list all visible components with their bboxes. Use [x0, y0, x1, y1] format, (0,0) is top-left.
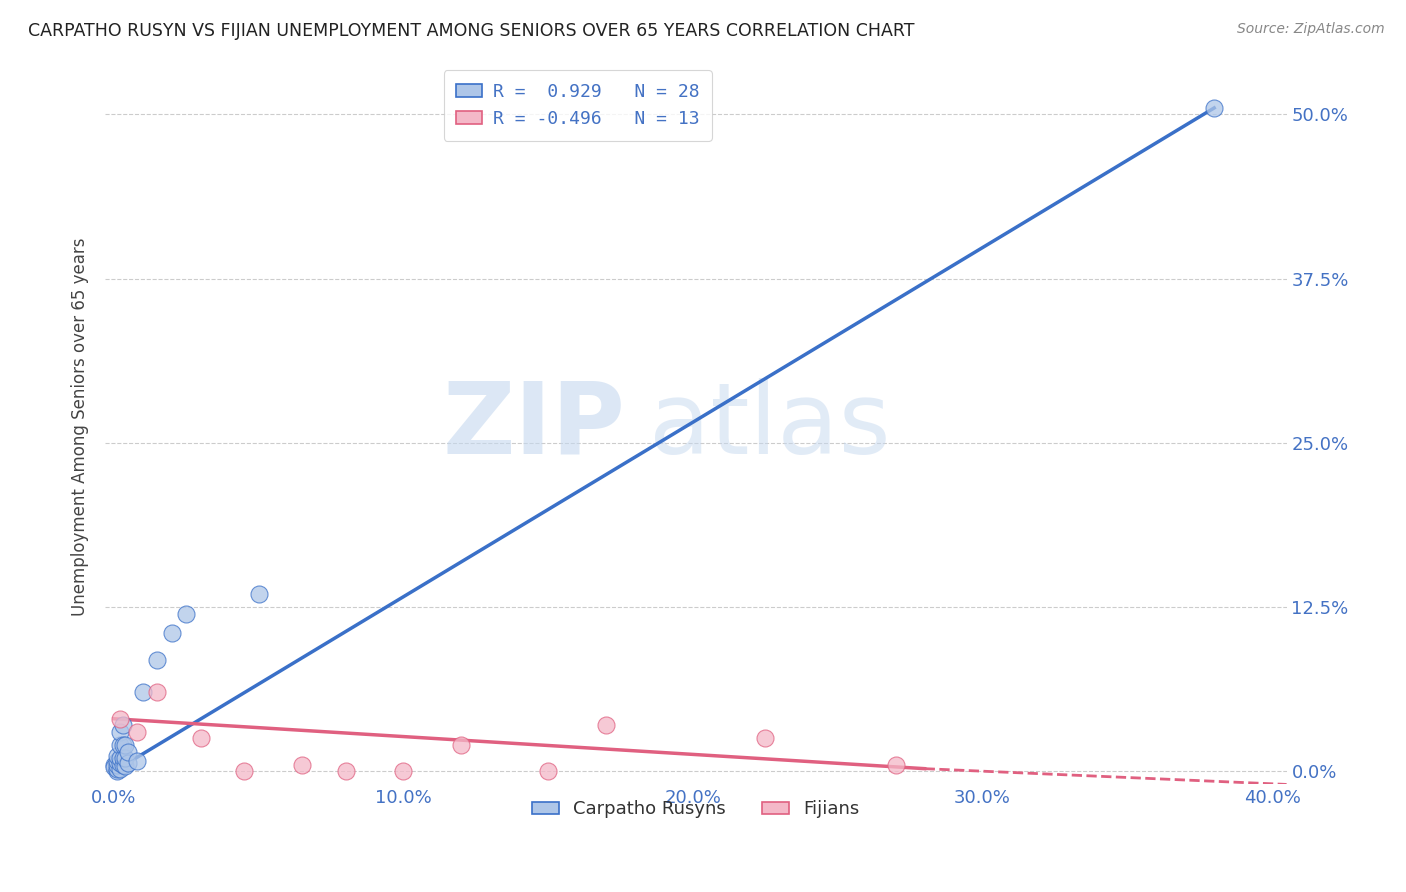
Point	[105, 754, 128, 768]
Point	[108, 756, 131, 771]
Point	[233, 764, 256, 779]
Point	[114, 751, 136, 765]
Point	[595, 718, 617, 732]
Point	[117, 756, 139, 771]
Point	[190, 731, 212, 746]
Point	[884, 757, 907, 772]
Point	[335, 764, 357, 779]
Point	[108, 751, 131, 765]
Text: CARPATHO RUSYN VS FIJIAN UNEMPLOYMENT AMONG SENIORS OVER 65 YEARS CORRELATION CH: CARPATHO RUSYN VS FIJIAN UNEMPLOYMENT AM…	[28, 22, 915, 40]
Point	[108, 738, 131, 752]
Point	[132, 685, 155, 699]
Point	[247, 587, 270, 601]
Point	[117, 745, 139, 759]
Point	[111, 738, 134, 752]
Point	[114, 738, 136, 752]
Point	[125, 754, 148, 768]
Point	[174, 607, 197, 621]
Point	[450, 738, 472, 752]
Point	[392, 764, 415, 779]
Point	[146, 685, 169, 699]
Point	[105, 748, 128, 763]
Point	[108, 762, 131, 776]
Point	[146, 653, 169, 667]
Text: ZIP: ZIP	[441, 378, 626, 475]
Point	[103, 760, 125, 774]
Point	[105, 757, 128, 772]
Point	[537, 764, 560, 779]
Point	[105, 764, 128, 779]
Point	[111, 718, 134, 732]
Point	[1204, 101, 1226, 115]
Point	[105, 762, 128, 776]
Point	[125, 724, 148, 739]
Point	[111, 751, 134, 765]
Y-axis label: Unemployment Among Seniors over 65 years: Unemployment Among Seniors over 65 years	[72, 237, 89, 615]
Point	[291, 757, 314, 772]
Point	[111, 757, 134, 772]
Point	[160, 626, 183, 640]
Point	[103, 757, 125, 772]
Point	[108, 724, 131, 739]
Legend: Carpatho Rusyns, Fijians: Carpatho Rusyns, Fijians	[524, 793, 868, 825]
Text: atlas: atlas	[648, 378, 890, 475]
Point	[754, 731, 776, 746]
Point	[108, 712, 131, 726]
Point	[114, 759, 136, 773]
Text: Source: ZipAtlas.com: Source: ZipAtlas.com	[1237, 22, 1385, 37]
